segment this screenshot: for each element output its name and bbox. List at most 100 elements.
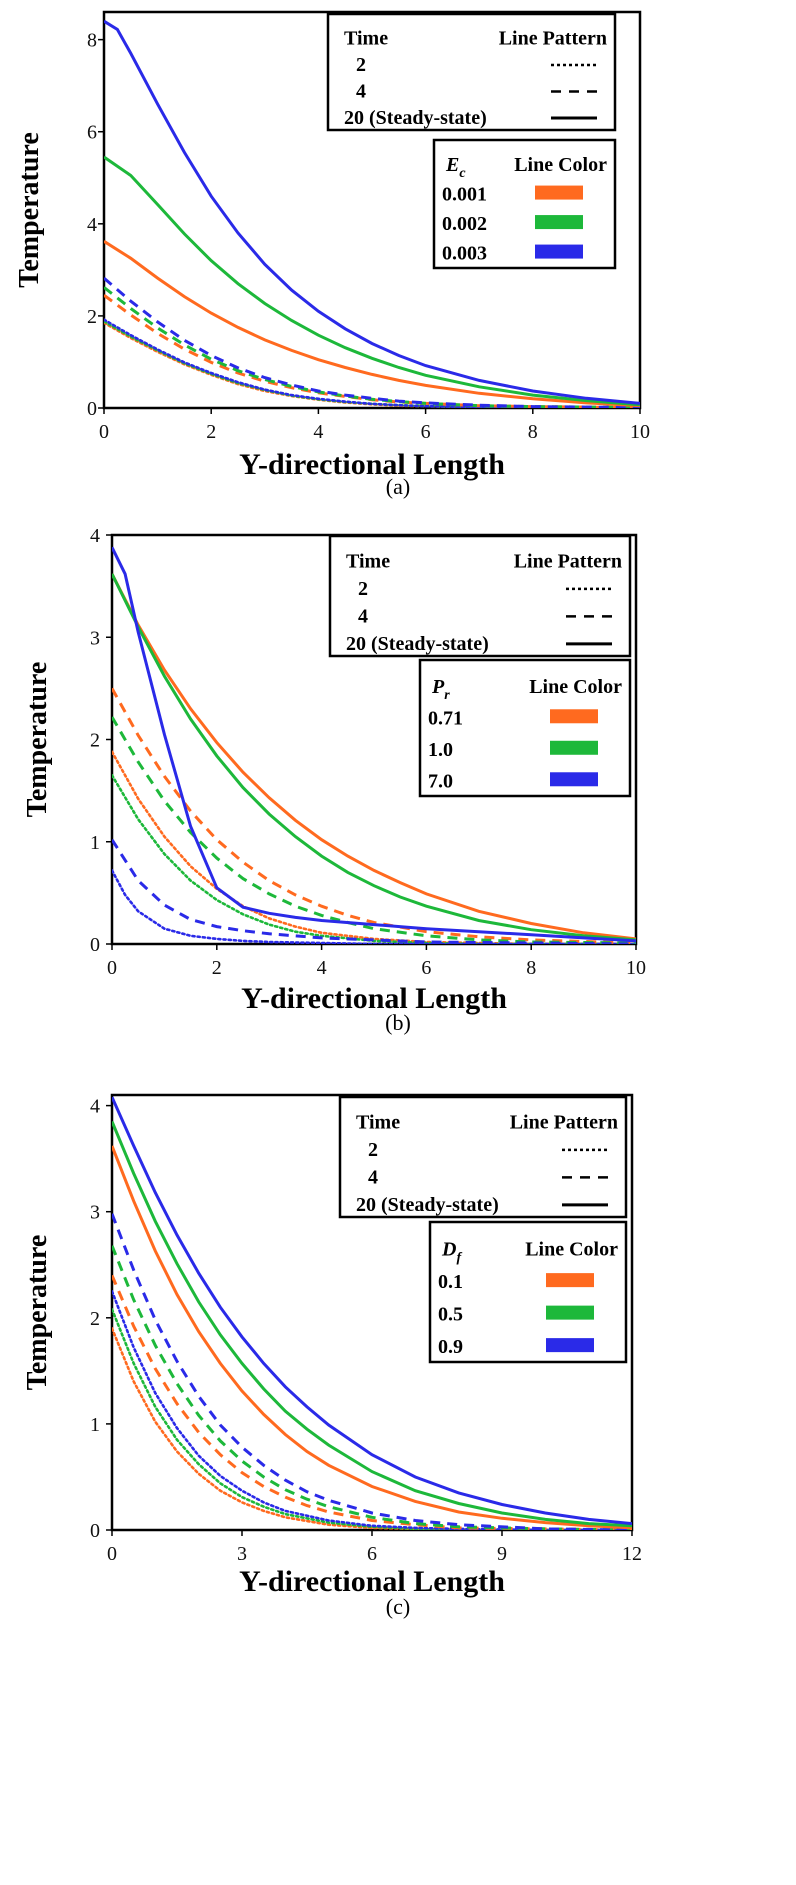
legend-time-frame	[338, 1095, 628, 1219]
x-tick-label: 10	[626, 957, 646, 979]
param-symbol-subscript: r	[444, 688, 450, 703]
y-tick-label: 3	[90, 627, 100, 649]
legend-time-label: 20 (Steady-state)	[356, 1194, 499, 1216]
legend-param-symbol: Df	[441, 1239, 462, 1266]
legend-time: Time Line Pattern 2 4 20 (Steady-state)	[326, 12, 617, 132]
legend-param-frame	[432, 138, 617, 270]
series-group	[112, 1096, 632, 1530]
param-symbol-subscript: c	[459, 166, 466, 181]
x-tick-label: 8	[528, 421, 538, 443]
legend-color-header: Line Color	[514, 154, 607, 176]
x-tick-label: 12	[622, 1543, 642, 1565]
legend-time-label: 20 (Steady-state)	[344, 107, 487, 129]
legend-param-label: 0.71	[428, 707, 463, 729]
y-tick-label: 2	[90, 1308, 100, 1330]
series-line-solid-7	[112, 573, 636, 942]
param-symbol-letter: D	[441, 1239, 456, 1261]
legend-param: Df Line Color 0.1 0.5 0.9	[428, 1220, 628, 1364]
x-tick-label: 0	[107, 957, 117, 979]
series-line-dotted-1	[112, 1308, 632, 1530]
legend-param-frame	[418, 658, 632, 798]
legend-pattern-header: Line Pattern	[514, 550, 622, 572]
series-line-dashed-4	[112, 1245, 632, 1530]
panel-caption: (a)	[386, 474, 410, 499]
y-tick-label: 4	[90, 1096, 100, 1118]
legend-time-frame	[326, 12, 617, 132]
x-axis-title: Y-directional Length	[239, 448, 505, 481]
legend-time-label: 2	[358, 578, 368, 600]
y-tick-label: 8	[87, 30, 97, 52]
x-tick-label: 0	[107, 1543, 117, 1565]
legend-color-swatch	[535, 185, 583, 200]
legend-param-label: 0.5	[438, 1304, 463, 1326]
x-tick-label: 6	[421, 421, 431, 443]
legend-param: Pr Line Color 0.71 1.0 7.0	[418, 658, 632, 798]
series-line-dashed-5	[104, 276, 640, 408]
series-line-dashed-5	[112, 1213, 632, 1530]
chart-panel-b: 0 2 4 6 8 10 0 1 2 3 4 Y-directional Length Temperat…	[22, 525, 646, 1035]
x-axis-title: Y-directional Length	[241, 982, 507, 1015]
x-tick-label: 9	[497, 1543, 507, 1565]
legend-param-label: 0.002	[442, 213, 487, 235]
x-tick-label: 2	[206, 421, 216, 443]
legend-color-swatch	[535, 215, 583, 230]
x-tick-label: 4	[317, 957, 327, 979]
y-tick-label: 4	[90, 525, 100, 547]
y-tick-label: 6	[87, 122, 97, 144]
legend-param-label: 0.1	[438, 1271, 463, 1293]
series-group	[112, 546, 636, 944]
legend-pattern-header: Line Pattern	[499, 28, 607, 50]
legend-time-frame	[328, 534, 632, 658]
x-tick-label: 0	[99, 421, 109, 443]
legend-color-swatch	[550, 740, 598, 755]
panel-caption: (c)	[386, 1594, 410, 1619]
legend-param-label: 1.0	[428, 739, 453, 761]
legend-param-label: 0.003	[442, 243, 487, 265]
series-line-dotted-2	[112, 1290, 632, 1530]
series-line-solid-6	[104, 240, 640, 408]
legend-time-label: 4	[358, 605, 368, 627]
x-tick-label: 3	[237, 1543, 247, 1565]
legend-color-swatch	[546, 1305, 594, 1320]
y-tick-label: 1	[90, 832, 100, 854]
x-tick-label: 2	[212, 957, 222, 979]
legend-time: Time Line Pattern 2 4 20 (Steady-state)	[338, 1095, 628, 1219]
legend-color-header: Line Color	[529, 676, 622, 698]
param-symbol-letter: E	[445, 154, 459, 176]
panel-caption: (b)	[385, 1010, 411, 1035]
y-axis-title: Temperature	[14, 132, 45, 288]
chart-panel-a: 0 2 4 6 8 10 0 2 4 6 8 Y-directional Length Temperat…	[14, 10, 650, 499]
series-line-solid-6	[112, 573, 636, 941]
y-axis-title: Temperature	[22, 662, 53, 818]
series-line-dashed-3	[112, 687, 636, 944]
legend-time-label: 4	[368, 1166, 378, 1188]
legend-pattern-header: Line Pattern	[510, 1111, 618, 1133]
x-tick-label: 6	[367, 1543, 377, 1565]
legend-color-header: Line Color	[525, 1239, 618, 1261]
legend-time-label: 20 (Steady-state)	[346, 633, 489, 655]
legend-time-header: Time	[344, 28, 388, 50]
legend-time-header: Time	[356, 1111, 400, 1133]
series-line-dotted-1	[112, 774, 636, 944]
series-group	[104, 19, 640, 408]
series-line-solid-6	[112, 1145, 632, 1530]
series-line-solid-8	[112, 546, 636, 943]
x-axis-title: Y-directional Length	[239, 1565, 505, 1598]
series-line-solid-8	[112, 1096, 632, 1526]
x-tick-label: 6	[421, 957, 431, 979]
series-line-solid-8	[104, 19, 640, 405]
param-symbol-letter: P	[431, 676, 445, 698]
legend-color-swatch	[535, 244, 583, 259]
series-line-dotted-2	[104, 318, 640, 408]
legend-param-label: 0.9	[438, 1336, 463, 1358]
y-tick-label: 4	[87, 214, 97, 236]
y-axis-title: Temperature	[22, 1235, 53, 1391]
legend-time-label: 2	[368, 1139, 378, 1161]
legend-param-label: 0.001	[442, 184, 487, 206]
y-tick-label: 2	[90, 730, 100, 752]
series-line-dotted-2	[112, 869, 636, 944]
y-tick-label: 0	[87, 398, 97, 420]
y-tick-label: 1	[90, 1414, 100, 1436]
